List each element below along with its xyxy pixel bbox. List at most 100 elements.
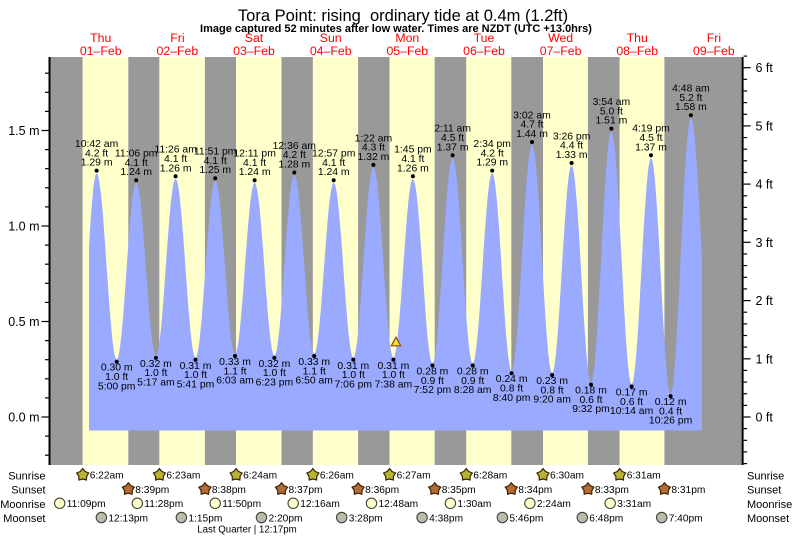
svg-text:04–Feb: 04–Feb — [310, 44, 352, 58]
svg-text:0.6 ft: 0.6 ft — [579, 395, 602, 406]
svg-text:8:39pm: 8:39pm — [135, 485, 169, 496]
svg-text:0.9 ft: 0.9 ft — [461, 376, 484, 387]
svg-text:05–Feb: 05–Feb — [386, 44, 428, 58]
svg-text:8:34pm: 8:34pm — [518, 485, 552, 496]
svg-text:09–Feb: 09–Feb — [693, 44, 735, 58]
svg-text:8:37pm: 8:37pm — [289, 485, 323, 496]
svg-text:Moonset: Moonset — [747, 513, 789, 525]
svg-text:4.7 ft: 4.7 ft — [520, 120, 543, 131]
svg-text:Last Quarter | 12:17pm: Last Quarter | 12:17pm — [197, 525, 296, 536]
svg-text:0.28 m: 0.28 m — [457, 367, 489, 378]
svg-text:0.12 m: 0.12 m — [655, 397, 687, 408]
svg-text:0.5 m: 0.5 m — [8, 315, 39, 329]
svg-text:1:22 am: 1:22 am — [355, 133, 393, 144]
svg-text:1.29 m: 1.29 m — [476, 158, 508, 169]
svg-text:2 ft: 2 ft — [756, 294, 774, 308]
svg-text:Thu: Thu — [90, 31, 111, 45]
svg-text:1.24 m: 1.24 m — [318, 167, 350, 178]
svg-text:3:31am: 3:31am — [617, 499, 651, 510]
svg-text:11:50pm: 11:50pm — [222, 499, 261, 510]
svg-text:6:48pm: 6:48pm — [589, 513, 623, 524]
svg-text:Sunset: Sunset — [11, 485, 45, 497]
svg-text:Tora Point: rising ordinary t: Tora Point: rising ordinary tide at 0.4m… — [238, 7, 568, 25]
svg-text:0.9 ft: 0.9 ft — [421, 376, 444, 387]
svg-text:5:00 pm: 5:00 pm — [98, 381, 136, 392]
svg-text:3:02 am: 3:02 am — [513, 110, 551, 121]
svg-text:7:52 pm: 7:52 pm — [414, 385, 452, 396]
svg-text:4.1 ft: 4.1 ft — [204, 156, 227, 167]
svg-text:1.44 m: 1.44 m — [516, 129, 548, 140]
svg-text:2:20pm: 2:20pm — [269, 513, 303, 524]
svg-text:4.1 ft: 4.1 ft — [322, 158, 345, 169]
svg-text:10:42 am: 10:42 am — [75, 139, 118, 150]
svg-text:1.0 m: 1.0 m — [8, 220, 39, 234]
svg-text:1.0 ft: 1.0 ft — [382, 370, 405, 381]
svg-text:4.5 ft: 4.5 ft — [639, 133, 662, 144]
svg-text:5:46pm: 5:46pm — [509, 513, 543, 524]
svg-text:Thu: Thu — [627, 31, 648, 45]
svg-text:1.0 ft: 1.0 ft — [184, 370, 207, 381]
svg-text:0.30 m: 0.30 m — [101, 363, 133, 374]
svg-text:02–Feb: 02–Feb — [157, 44, 199, 58]
svg-text:5.0 ft: 5.0 ft — [600, 106, 623, 117]
svg-text:10:26 pm: 10:26 pm — [649, 416, 692, 427]
svg-text:6:31am: 6:31am — [627, 471, 661, 482]
svg-text:10:14 am: 10:14 am — [610, 406, 653, 417]
svg-text:5.2 ft: 5.2 ft — [679, 93, 702, 104]
svg-text:9:20 am: 9:20 am — [533, 395, 571, 406]
svg-text:Sun: Sun — [320, 31, 342, 45]
svg-text:8:40 pm: 8:40 pm — [493, 393, 531, 404]
svg-text:4.2 ft: 4.2 ft — [481, 148, 504, 159]
svg-text:6:23am: 6:23am — [166, 471, 200, 482]
svg-text:1.1 ft: 1.1 ft — [223, 366, 246, 377]
svg-text:8:28 am: 8:28 am — [454, 385, 492, 396]
svg-text:6:22am: 6:22am — [90, 471, 124, 482]
svg-text:4.2 ft: 4.2 ft — [283, 150, 306, 161]
svg-text:8:33pm: 8:33pm — [595, 485, 629, 496]
svg-text:0.31 m: 0.31 m — [180, 361, 212, 372]
svg-text:8:38pm: 8:38pm — [212, 485, 246, 496]
svg-text:01–Feb: 01–Feb — [80, 44, 122, 58]
svg-text:4.4 ft: 4.4 ft — [560, 141, 583, 152]
svg-text:3:26 pm: 3:26 pm — [553, 131, 591, 142]
svg-text:1.26 m: 1.26 m — [160, 163, 192, 174]
svg-text:1.1 ft: 1.1 ft — [303, 366, 326, 377]
svg-text:0.33 m: 0.33 m — [219, 357, 251, 368]
svg-text:6:50 am: 6:50 am — [295, 376, 333, 387]
svg-text:6:30am: 6:30am — [550, 471, 584, 482]
svg-text:12:36 am: 12:36 am — [273, 141, 316, 152]
svg-text:1.0 ft: 1.0 ft — [144, 368, 167, 379]
svg-text:7:38 am: 7:38 am — [375, 379, 413, 390]
svg-text:Sat: Sat — [245, 31, 264, 45]
svg-text:7:40pm: 7:40pm — [669, 513, 703, 524]
svg-text:6 ft: 6 ft — [756, 61, 774, 75]
svg-text:0.0 m: 0.0 m — [8, 411, 39, 425]
svg-text:Tue: Tue — [474, 31, 495, 45]
svg-text:08–Feb: 08–Feb — [616, 44, 658, 58]
svg-text:1.5 m: 1.5 m — [8, 124, 39, 138]
svg-text:4.2 ft: 4.2 ft — [85, 148, 108, 159]
svg-text:1.0 ft: 1.0 ft — [342, 370, 365, 381]
svg-text:Sunrise: Sunrise — [8, 470, 45, 482]
svg-text:1:15pm: 1:15pm — [188, 513, 222, 524]
svg-text:6:24am: 6:24am — [243, 471, 277, 482]
svg-text:5:17 am: 5:17 am — [137, 378, 175, 389]
svg-text:0.4 ft: 0.4 ft — [659, 406, 682, 417]
svg-text:Image captured 52 minutes afte: Image captured 52 minutes after low wate… — [200, 23, 592, 35]
svg-text:3 ft: 3 ft — [756, 236, 774, 250]
svg-text:3:28pm: 3:28pm — [349, 513, 383, 524]
svg-text:4.1 ft: 4.1 ft — [243, 158, 266, 169]
svg-text:1:30am: 1:30am — [457, 499, 491, 510]
svg-text:0.28 m: 0.28 m — [417, 367, 449, 378]
svg-text:8:31pm: 8:31pm — [671, 485, 705, 496]
svg-text:1.24 m: 1.24 m — [239, 167, 271, 178]
svg-text:Moonrise: Moonrise — [0, 499, 45, 511]
svg-text:4.1 ft: 4.1 ft — [125, 158, 148, 169]
svg-text:7:06 pm: 7:06 pm — [335, 379, 373, 390]
svg-text:11:26 am: 11:26 am — [154, 145, 197, 156]
svg-text:6:28am: 6:28am — [473, 471, 507, 482]
svg-text:1.33 m: 1.33 m — [556, 150, 588, 161]
svg-text:4:48 am: 4:48 am — [672, 84, 710, 95]
svg-text:Moonrise: Moonrise — [747, 499, 792, 511]
svg-text:11:09pm: 11:09pm — [67, 499, 106, 510]
